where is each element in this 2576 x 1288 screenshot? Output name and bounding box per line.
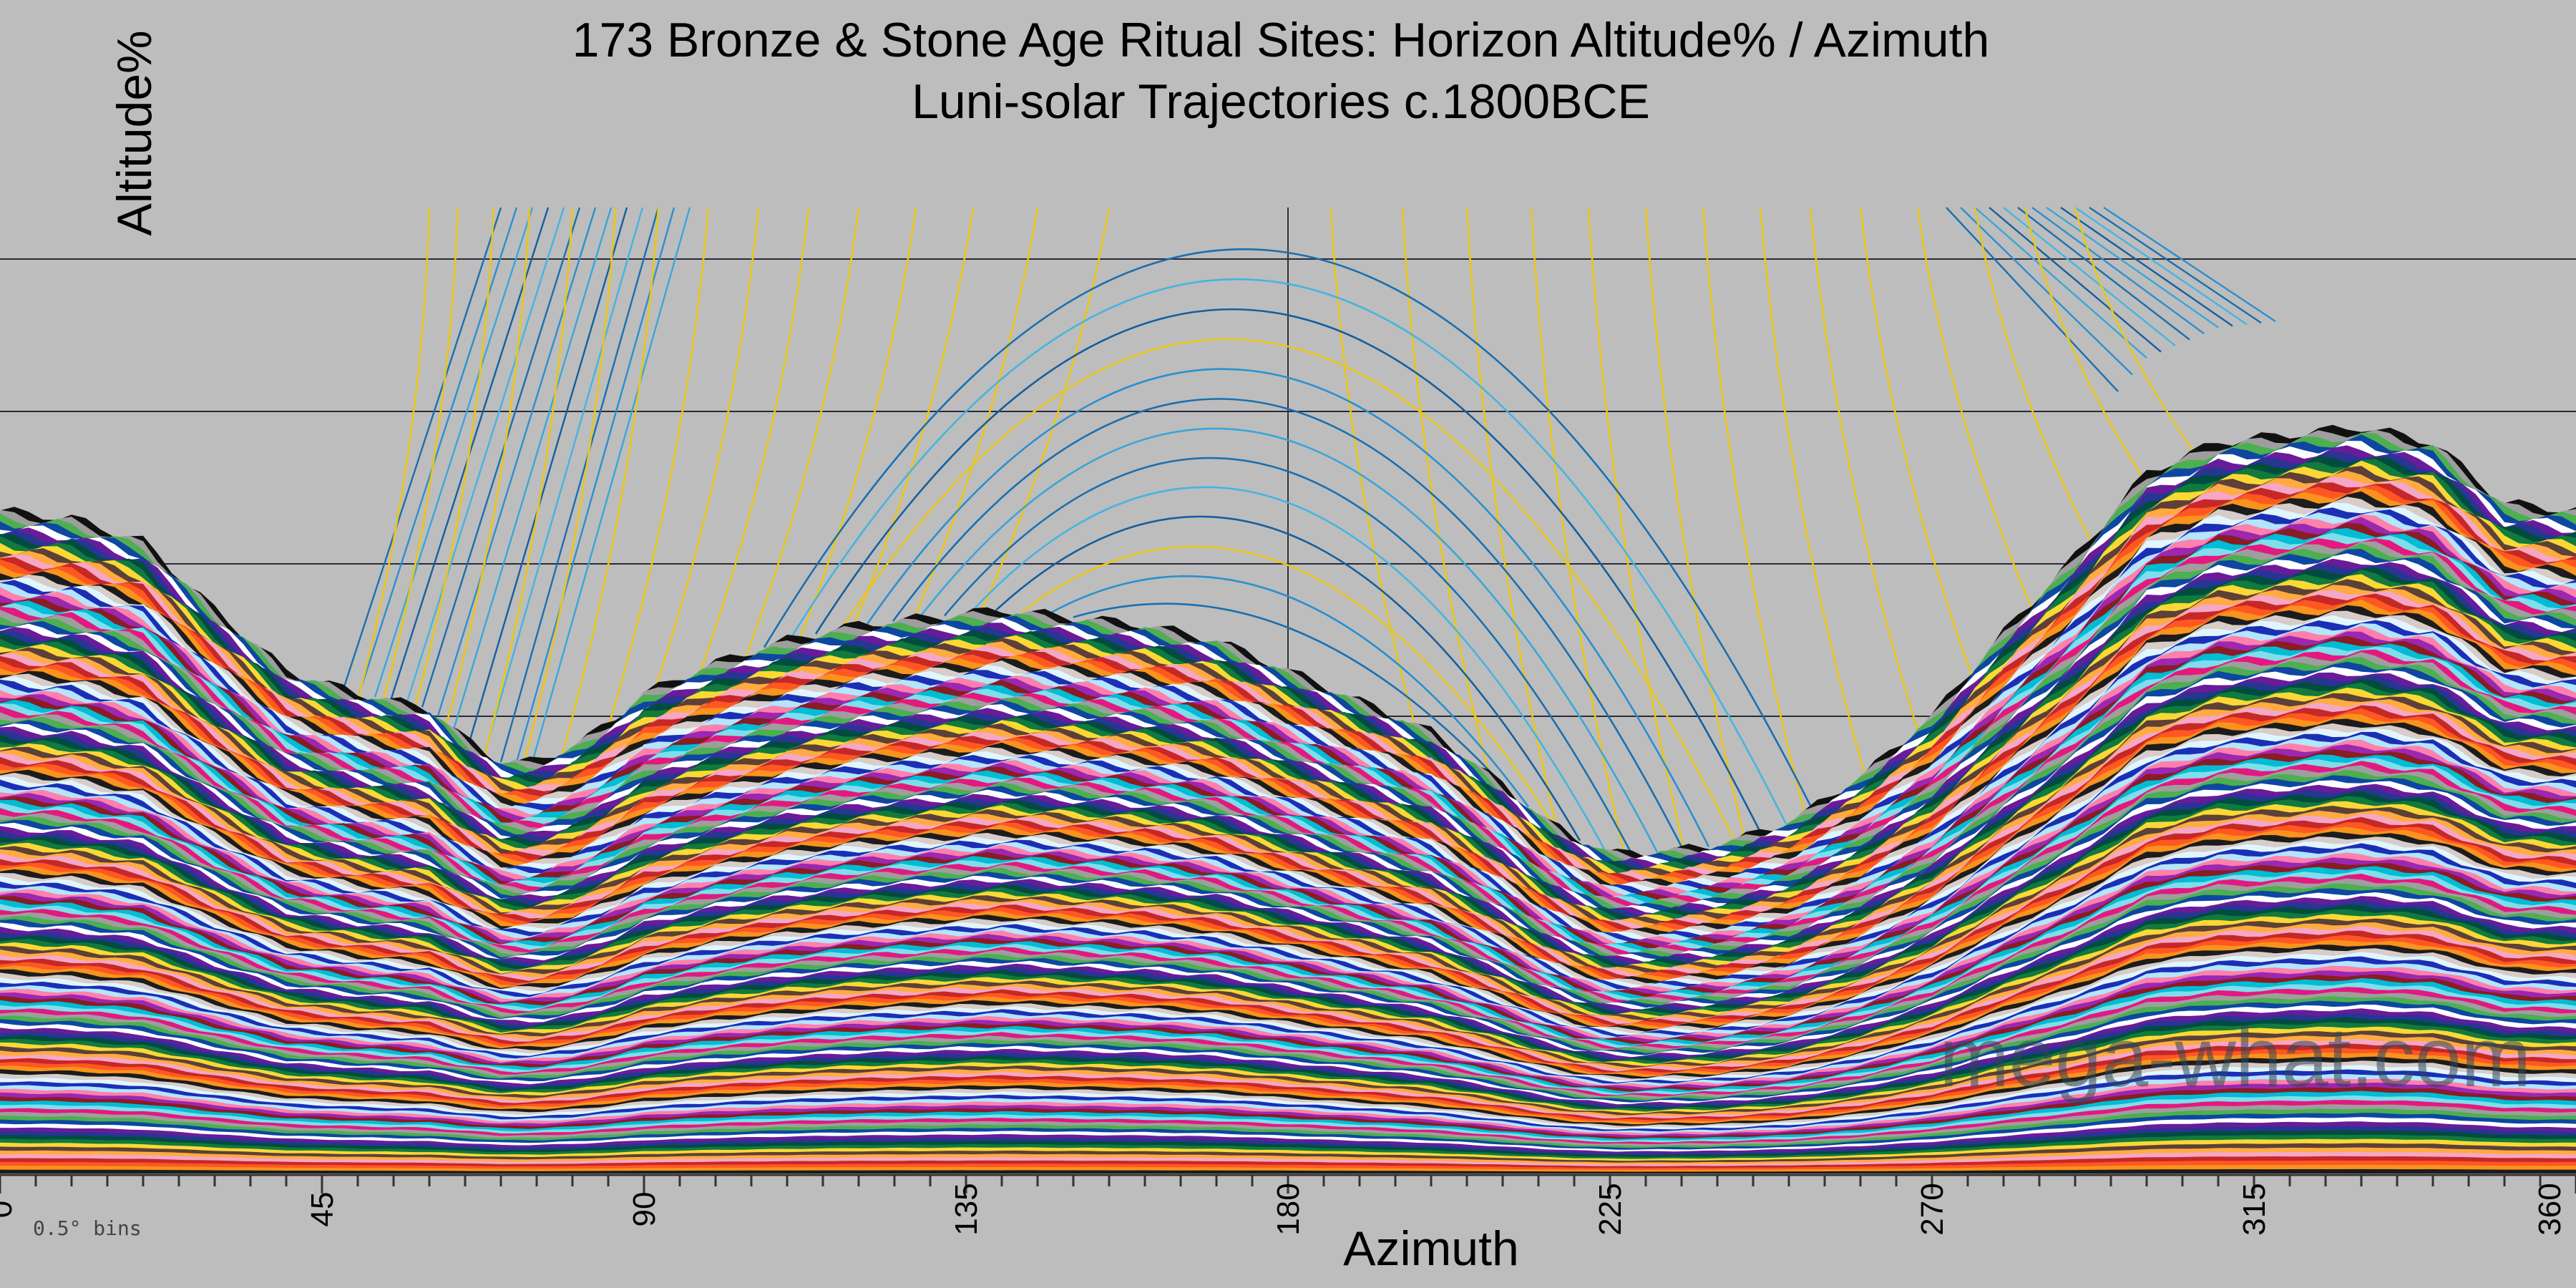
trajectory-rising-2 xyxy=(374,207,534,698)
trajectory-solar-left-10 xyxy=(743,207,860,662)
trajectory-setting-11 xyxy=(2103,206,2276,323)
trajectory-solar-right-3 xyxy=(1530,207,1627,861)
trajectory-rising-12 xyxy=(531,207,691,763)
trajectory-arc-1 xyxy=(1047,575,1530,808)
luni-solar-trajectories xyxy=(342,206,2276,861)
trajectory-solar-right-10 xyxy=(1916,207,2034,610)
trajectory-solar-right-0 xyxy=(1330,207,1418,733)
horizon-layer-172 xyxy=(0,1169,2576,1174)
x-tick-label-225: 225 xyxy=(1593,1183,1628,1235)
trajectory-solar-left-7 xyxy=(605,207,710,733)
trajectory-arc-11 xyxy=(789,278,1787,824)
trajectory-solar-left-9 xyxy=(697,207,810,678)
trajectory-arc-7 xyxy=(892,398,1684,850)
trajectory-solar-left-0 xyxy=(356,207,431,701)
trajectory-setting-5 xyxy=(2017,207,2190,341)
x-tick-label-270: 270 xyxy=(1915,1183,1950,1235)
horizon-stack xyxy=(0,424,2576,1174)
y-axis-label: Altitude% xyxy=(107,30,162,236)
trajectory-rising-8 xyxy=(468,207,628,743)
x-tick-label-180: 180 xyxy=(1271,1183,1306,1235)
x-tick-label-90: 90 xyxy=(627,1192,662,1227)
trajectory-arc-12 xyxy=(763,248,1813,809)
trajectory-solar-left-2 xyxy=(412,207,495,713)
trajectory-solar-right-5 xyxy=(1644,207,1747,844)
x-tick-label-45: 45 xyxy=(305,1192,340,1227)
trajectory-solar-right-13 xyxy=(2074,207,2200,459)
trajectory-solar-left-6 xyxy=(560,207,660,759)
trajectory-setting-1 xyxy=(1960,207,2133,376)
trajectory-setting-10 xyxy=(2089,207,2262,324)
trajectory-setting-4 xyxy=(2003,207,2176,347)
trajectory-rising-0 xyxy=(342,207,502,690)
trajectory-rising-4 xyxy=(405,207,565,704)
trajectory-rising-5 xyxy=(421,207,581,708)
trajectory-solar-left-4 xyxy=(482,207,574,758)
trajectory-setting-7 xyxy=(2046,207,2219,328)
trajectory-setting-9 xyxy=(2074,207,2248,326)
trajectory-solar-left-11 xyxy=(796,207,917,646)
trajectory-arc-9 xyxy=(840,338,1736,841)
bin-note: 0.5° bins xyxy=(33,1216,142,1240)
trajectory-rising-1 xyxy=(358,207,518,694)
chart-title: 173 Bronze & Stone Age Ritual Sites: Hor… xyxy=(572,13,1990,67)
trajectory-setting-0 xyxy=(1946,207,2119,392)
trajectory-solar-left-1 xyxy=(381,207,459,706)
trajectory-arc-5 xyxy=(944,457,1633,854)
x-tick-label-360: 360 xyxy=(2532,1183,2567,1235)
trajectory-arc-0 xyxy=(1073,602,1503,786)
chart-subtitle: Luni-solar Trajectories c.1800BCE xyxy=(912,74,1650,129)
trajectory-solar-left-3 xyxy=(444,207,531,730)
trajectory-arc-10 xyxy=(814,308,1762,833)
x-tick-label-0: 0 xyxy=(0,1201,19,1218)
trajectory-solar-right-12 xyxy=(2024,207,2147,482)
trajectory-rising-7 xyxy=(452,207,613,730)
trajectory-rising-9 xyxy=(484,207,644,753)
x-tick-label-315: 315 xyxy=(2237,1183,2272,1235)
trajectory-solar-right-11 xyxy=(1974,207,2094,544)
x-axis-label: Azimuth xyxy=(1343,1221,1519,1276)
trajectory-arc-3 xyxy=(995,515,1581,841)
trajectory-solar-right-7 xyxy=(1759,207,1868,780)
trajectory-arc-8 xyxy=(866,368,1710,847)
trajectory-setting-8 xyxy=(2060,207,2233,327)
trajectory-solar-left-12 xyxy=(849,207,975,635)
trajectory-rising-11 xyxy=(515,207,675,763)
trajectory-setting-3 xyxy=(1989,207,2162,353)
trajectory-rising-6 xyxy=(436,207,597,716)
trajectory-solar-right-9 xyxy=(1859,207,1974,677)
x-axis: 0 45 90 135 180 225 270 315 360 xyxy=(0,1174,2576,1288)
trajectory-arc-4 xyxy=(970,486,1607,852)
trajectory-setting-2 xyxy=(1974,207,2147,359)
trajectory-solar-right-6 xyxy=(1702,207,1807,820)
trajectory-solar-right-8 xyxy=(1809,207,1921,735)
x-tick-label-135: 135 xyxy=(949,1183,984,1235)
trajectory-solar-left-5 xyxy=(521,207,617,770)
trajectory-arc-6 xyxy=(917,427,1659,853)
trajectory-arc-2 xyxy=(1021,545,1556,826)
trajectory-setting-6 xyxy=(2031,207,2205,335)
trajectory-solar-left-14 xyxy=(976,207,1111,620)
watermark: mega-what.com xyxy=(1939,1010,2531,1105)
trajectory-solar-left-8 xyxy=(651,207,760,698)
trajectory-rising-10 xyxy=(499,207,660,763)
